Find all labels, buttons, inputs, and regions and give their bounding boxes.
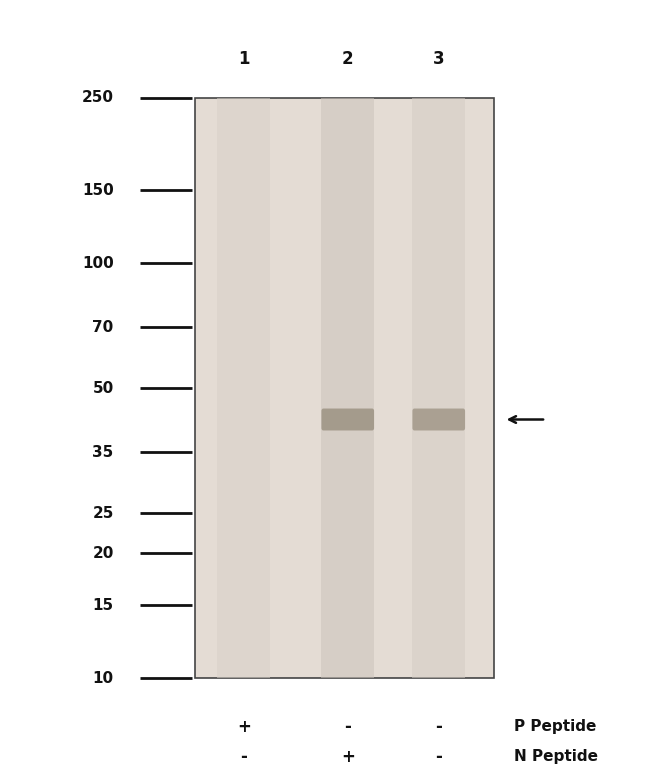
Text: 150: 150 — [82, 183, 114, 198]
Text: 2: 2 — [342, 50, 354, 67]
Text: 1: 1 — [238, 50, 250, 67]
Text: -: - — [240, 748, 247, 765]
Text: 3: 3 — [433, 50, 445, 67]
Text: -: - — [344, 718, 351, 735]
Text: -: - — [436, 718, 442, 735]
FancyBboxPatch shape — [321, 408, 374, 430]
Text: 50: 50 — [92, 380, 114, 396]
Text: 100: 100 — [82, 256, 114, 270]
Text: 25: 25 — [92, 506, 114, 521]
Bar — [412, 98, 465, 678]
Text: -: - — [436, 748, 442, 765]
FancyBboxPatch shape — [413, 408, 465, 430]
Text: 35: 35 — [92, 445, 114, 460]
Bar — [217, 98, 270, 678]
Text: N Peptide: N Peptide — [514, 749, 597, 764]
Text: P Peptide: P Peptide — [514, 719, 596, 735]
Text: 250: 250 — [82, 90, 114, 106]
Text: 10: 10 — [92, 670, 114, 686]
Text: 20: 20 — [92, 546, 114, 561]
Bar — [195, 98, 494, 678]
Text: +: + — [237, 718, 251, 735]
Text: +: + — [341, 748, 355, 765]
Text: 15: 15 — [92, 597, 114, 612]
Text: 70: 70 — [92, 320, 114, 335]
Bar — [321, 98, 374, 678]
